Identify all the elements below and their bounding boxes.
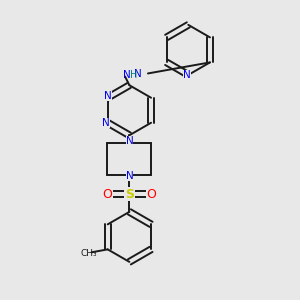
Text: H: H [135, 70, 142, 80]
Text: CH₃: CH₃ [80, 249, 97, 258]
Text: N: N [134, 69, 142, 79]
Text: H: H [130, 70, 137, 80]
Text: N: N [104, 91, 112, 101]
Text: O: O [146, 188, 156, 201]
Text: N: N [125, 172, 133, 182]
Text: S: S [125, 188, 134, 201]
Text: N: N [183, 70, 191, 80]
Text: O: O [102, 188, 112, 201]
Text: N: N [102, 118, 110, 128]
Text: N: N [123, 70, 130, 80]
Text: N: N [125, 136, 133, 146]
